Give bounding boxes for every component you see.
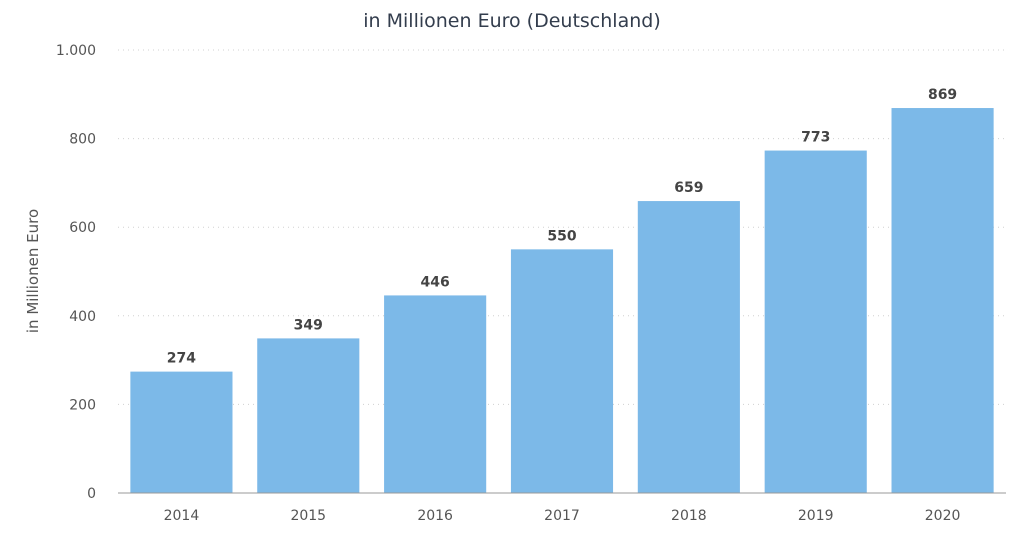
bars: [130, 108, 994, 494]
data-label: 550: [547, 228, 576, 244]
y-tick-label: 200: [69, 397, 96, 413]
y-tick-label: 0: [87, 486, 96, 502]
data-label: 869: [928, 87, 957, 103]
x-tick-label: 2016: [417, 508, 453, 524]
y-tick-label: 800: [69, 132, 96, 148]
y-tick-label: 400: [69, 309, 96, 325]
x-tick-label: 2014: [164, 508, 200, 524]
bar: [891, 108, 994, 494]
data-labels: 274 349 446 550 659 773 869: [167, 87, 957, 367]
x-axis-ticks: 2014 2015 2016 2017 2018 2019 2020: [164, 508, 961, 524]
x-tick-label: 2017: [544, 508, 580, 524]
y-axis-label: in Millionen Euro: [24, 209, 42, 333]
data-label: 659: [674, 180, 703, 196]
bar: [257, 338, 360, 493]
data-label: 446: [421, 274, 450, 290]
x-tick-label: 2020: [925, 508, 961, 524]
data-label: 349: [294, 317, 323, 333]
bar: [510, 249, 614, 493]
bar: [764, 150, 867, 493]
y-axis-ticks: 0 200 400 600 800 1.000: [56, 43, 96, 502]
y-tick-label: 1.000: [56, 43, 96, 59]
y-tick-label: 600: [69, 220, 96, 236]
x-tick-label: 2019: [798, 508, 834, 524]
x-tick-label: 2018: [671, 508, 707, 524]
x-tick-label: 2015: [290, 508, 326, 524]
bar: [384, 295, 487, 493]
bar: [130, 371, 233, 493]
data-label: 274: [167, 351, 196, 367]
bar: [637, 201, 740, 494]
data-label: 773: [801, 130, 830, 146]
chart-title: in Millionen Euro (Deutschland): [363, 10, 660, 32]
